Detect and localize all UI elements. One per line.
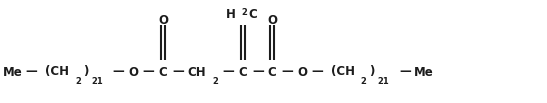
Text: C: C: [238, 66, 247, 78]
Text: C: C: [159, 66, 167, 78]
Text: (CH: (CH: [45, 66, 69, 78]
Text: 2: 2: [212, 77, 218, 87]
Text: 2: 2: [360, 77, 366, 87]
Text: 2: 2: [75, 77, 81, 87]
Text: ): ): [83, 66, 89, 78]
Text: —: —: [142, 66, 154, 78]
Text: C: C: [267, 66, 276, 78]
Text: ): ): [369, 66, 375, 78]
Text: —: —: [252, 66, 264, 78]
Text: Me: Me: [414, 66, 434, 78]
Text: —: —: [399, 66, 411, 78]
Text: 2: 2: [241, 8, 247, 16]
Text: CH: CH: [188, 66, 206, 78]
Text: (CH: (CH: [331, 66, 355, 78]
Text: O: O: [158, 13, 168, 26]
Text: O: O: [267, 13, 277, 26]
Text: Me: Me: [3, 66, 23, 78]
Text: —: —: [25, 66, 37, 78]
Text: —: —: [222, 66, 234, 78]
Text: —: —: [311, 66, 323, 78]
Text: —: —: [172, 66, 184, 78]
Text: O: O: [297, 66, 307, 78]
Text: C: C: [249, 8, 258, 20]
Text: 21: 21: [377, 77, 389, 87]
Text: 21: 21: [91, 77, 103, 87]
Text: H: H: [226, 8, 236, 20]
Text: —: —: [112, 66, 124, 78]
Text: —: —: [281, 66, 293, 78]
Text: O: O: [128, 66, 138, 78]
